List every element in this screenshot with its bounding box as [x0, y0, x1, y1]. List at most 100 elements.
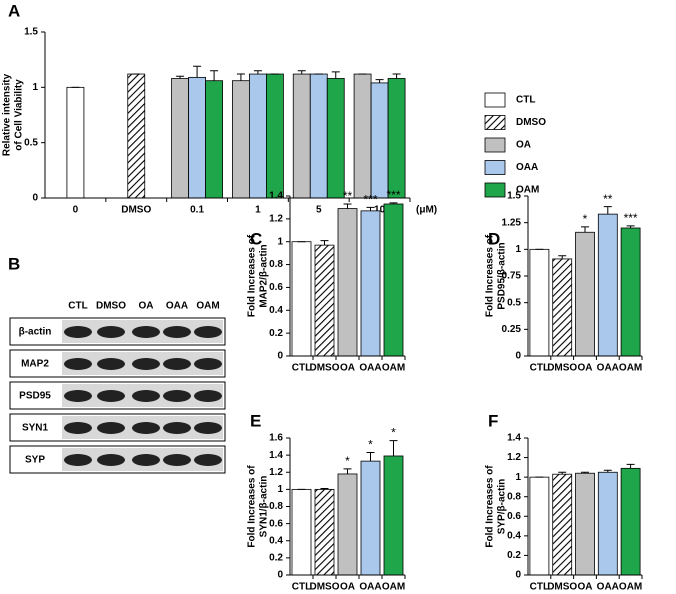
legend-swatch — [484, 182, 506, 198]
y-tick-label: 0 — [515, 351, 521, 362]
y-axis-title: Fold Increases of — [485, 465, 496, 548]
y-tick-label: 1 — [277, 236, 283, 247]
error-bar — [253, 70, 262, 75]
axes — [289, 438, 405, 576]
bar — [529, 476, 550, 576]
y-axis-title: Fold Increases of — [247, 465, 258, 548]
bar — [205, 80, 223, 199]
bar — [360, 460, 381, 576]
y-tick-label: 1.5 — [507, 191, 521, 202]
error-bar — [603, 469, 612, 473]
y-tick-label: 0.25 — [502, 324, 522, 335]
row-label: β-actin — [19, 327, 52, 338]
legend-label: OAM — [516, 185, 539, 196]
lane-label: DMSO — [96, 301, 126, 312]
x-tick-label: 5 — [316, 205, 322, 216]
row-label: MAP2 — [21, 359, 49, 370]
bar — [314, 244, 335, 357]
y-axis-title: MAP2/β-actin — [259, 244, 270, 307]
x-tick-label: OAM — [619, 363, 642, 374]
y-tick-label: 0 — [515, 570, 521, 581]
blot-band — [97, 454, 125, 466]
legend-label: OAA — [516, 162, 538, 173]
legend-label: OA — [516, 140, 531, 151]
blot-band — [194, 422, 222, 434]
x-tick-label: 0 — [73, 205, 79, 216]
lane-label: OAM — [196, 301, 219, 312]
y-tick-label: 1.2 — [269, 213, 283, 224]
bar — [188, 76, 206, 199]
y-tick-label: 0.2 — [507, 550, 521, 561]
x-tick-label: OAM — [382, 363, 405, 374]
legend-swatch — [484, 115, 506, 130]
bar — [575, 231, 595, 357]
y-tick-label: 1.2 — [269, 467, 283, 478]
y-axis-title: Fold Increases of — [247, 234, 258, 317]
y-tick-label: 0.5 — [507, 297, 521, 308]
x-tick-label: DMSO — [310, 363, 340, 374]
x-tick-label: OAA — [597, 582, 619, 593]
error-bar — [375, 79, 384, 83]
blot-band — [163, 422, 191, 434]
bar — [337, 473, 358, 576]
lane-label: OA — [139, 301, 154, 312]
x-tick-label: CTL — [292, 363, 311, 374]
x-tick-label: CTL — [292, 582, 311, 593]
blot-band — [64, 454, 92, 466]
y-tick-label: 0.6 — [269, 518, 283, 529]
legend-label: DMSO — [516, 117, 546, 128]
y-axis-title: PSD95/β-actin — [497, 242, 508, 309]
x-tick-label: 1 — [255, 205, 261, 216]
blot-band — [64, 390, 92, 402]
x-tick-label: DMSO — [547, 363, 577, 374]
panel-label: F — [488, 411, 498, 430]
bar — [309, 73, 328, 199]
blot-band — [64, 358, 92, 370]
y-tick-label: 1.4 — [269, 191, 283, 202]
lane-label: CTL — [68, 301, 87, 312]
y-tick-label: 0.5 — [24, 137, 38, 148]
blot-band — [194, 454, 222, 466]
x-tick-label: DMSO — [121, 205, 151, 216]
y-tick-label: 0.6 — [507, 511, 521, 522]
significance: ** — [343, 189, 353, 203]
error-bar — [558, 255, 567, 259]
bar — [127, 73, 146, 199]
y-tick-label: 1.4 — [269, 450, 283, 461]
axes — [527, 438, 642, 576]
error-bar — [389, 440, 398, 456]
y-axis-title: SYP/β-actin — [497, 479, 508, 535]
y-tick-label: 0 — [277, 570, 283, 581]
significance: *** — [363, 193, 377, 207]
bar — [291, 241, 312, 357]
error-bar — [366, 206, 375, 211]
legend-swatch — [484, 92, 506, 108]
y-axis-title: of Cell Viability — [14, 79, 25, 151]
legend-label: CTL — [516, 95, 535, 106]
blot-band — [194, 390, 222, 402]
bar — [66, 86, 85, 199]
x-tick-label: CTL — [530, 363, 549, 374]
panel-label: C — [250, 229, 262, 248]
row-label: PSD95 — [19, 391, 51, 402]
error-bar — [626, 225, 635, 228]
error-bar — [366, 452, 375, 462]
x-tick-label: 0.1 — [190, 205, 204, 216]
y-tick-label: 1.2 — [507, 452, 521, 463]
significance: ** — [603, 192, 613, 206]
error-bar — [236, 73, 245, 81]
blot-band — [132, 326, 160, 338]
x-tick-label: OAA — [359, 582, 381, 593]
blot-band — [97, 326, 125, 338]
blot-band — [132, 390, 160, 402]
error-bar — [392, 73, 401, 79]
error-bar — [320, 240, 329, 246]
y-tick-label: 1.25 — [502, 217, 522, 228]
row-label: SYN1 — [22, 423, 49, 434]
blot-band — [97, 358, 125, 370]
bar — [597, 213, 618, 357]
blot-band — [163, 454, 191, 466]
x-tick-label: OA — [578, 363, 593, 374]
